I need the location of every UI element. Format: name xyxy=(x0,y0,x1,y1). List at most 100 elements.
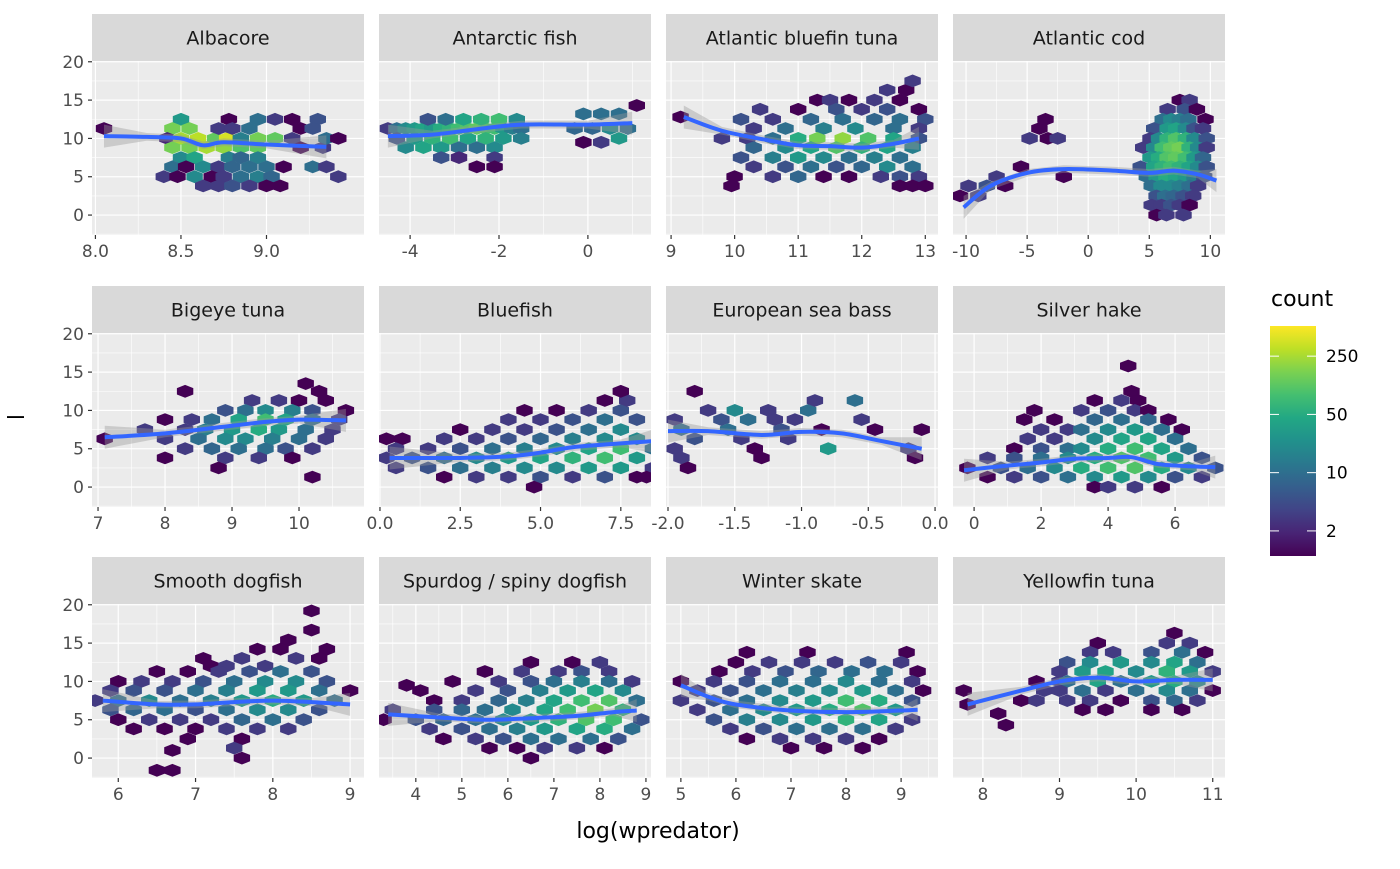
smooth-line xyxy=(962,167,1218,209)
hexbin-cell xyxy=(746,442,763,456)
hexbin-cell xyxy=(591,655,609,669)
smooth-line xyxy=(387,121,633,139)
hexbin-cell xyxy=(156,451,174,465)
hexbin-cell xyxy=(666,442,683,456)
x-tick-label: -0.5 xyxy=(852,514,885,534)
hexbin-cell xyxy=(536,703,553,717)
hexbin-cell xyxy=(243,394,261,407)
hexbin-cell xyxy=(593,135,610,149)
hexbin-cell xyxy=(600,694,618,707)
facet-strip xyxy=(379,557,651,604)
hexbin-cell xyxy=(1166,470,1184,484)
hexbin-cell xyxy=(148,763,166,777)
hexbin-cell xyxy=(1158,684,1175,697)
hexbin-cell xyxy=(453,703,470,717)
hexbin-cell xyxy=(481,722,498,736)
hexbin-cell xyxy=(815,151,832,164)
x-axis-title: log(wpredator) xyxy=(576,819,739,844)
hexbin-cell xyxy=(250,423,267,436)
hexbin-cell xyxy=(164,763,181,777)
hexbin-cell xyxy=(481,741,498,755)
hexbin-cell xyxy=(210,179,227,193)
hexbin-cell xyxy=(141,713,158,727)
hexbin-cell xyxy=(450,151,468,164)
hexbin-cell xyxy=(564,451,581,465)
hexbin-cell xyxy=(318,642,336,656)
hexbin-cell xyxy=(513,665,530,678)
facet-strip-title: Atlantic cod xyxy=(1033,28,1145,50)
hexbin-cell xyxy=(500,470,517,484)
hexbin-cell xyxy=(179,665,196,678)
hexbin-cell xyxy=(522,732,540,746)
hexbin-cell xyxy=(738,713,756,727)
hexbin-cell xyxy=(840,170,858,184)
hexbin-cell xyxy=(623,675,641,688)
hexbin-cell xyxy=(125,722,142,736)
hexbin-cell xyxy=(532,470,549,484)
hexbin-cell xyxy=(250,451,267,465)
hexbin-cell xyxy=(1188,102,1206,116)
hexbin-cell xyxy=(821,93,839,107)
hexbin-cell xyxy=(455,112,472,126)
hexbin-cell xyxy=(1051,665,1068,678)
x-tick-label: 9 xyxy=(345,785,356,805)
x-tick-label: 0.0 xyxy=(922,514,949,534)
hexbin-cell xyxy=(1104,645,1122,659)
hexbin-cell xyxy=(232,151,249,164)
hexbin-cell xyxy=(903,675,921,688)
hexbin-cell xyxy=(840,151,858,164)
hexbin-cell xyxy=(879,160,896,174)
hexbin-cell xyxy=(837,713,855,727)
hexbin-cell xyxy=(450,141,468,154)
hexbin-cell xyxy=(628,694,645,707)
y-tick-label: 5 xyxy=(73,168,84,188)
facet-strip xyxy=(666,557,938,604)
hexbin-cell xyxy=(1193,470,1211,484)
hexbin-cell xyxy=(764,112,781,126)
hexbin-cell xyxy=(532,432,549,446)
hexbin-cell xyxy=(224,160,241,174)
hexbin-cell xyxy=(210,160,227,174)
hexbin-cell xyxy=(1097,665,1114,678)
hexbin-cell xyxy=(311,684,328,697)
x-tick-label: 7 xyxy=(548,785,559,805)
hexbin-cell xyxy=(1166,451,1184,465)
hexbin-cell xyxy=(270,394,288,407)
hexbin-cell xyxy=(536,741,553,755)
hexbin-cell xyxy=(1153,442,1170,456)
smooth-line xyxy=(388,708,637,722)
hexbin-cell xyxy=(904,179,921,193)
hexbin-cell xyxy=(176,384,194,398)
facet-strip xyxy=(953,557,1225,604)
hexbin-cell xyxy=(452,461,469,475)
hexbin-cell xyxy=(1021,132,1038,145)
hexbin-cell xyxy=(866,423,884,436)
hexbin-cell xyxy=(397,141,414,154)
hexbin-cell xyxy=(92,694,104,707)
x-tick-label: 9.0 xyxy=(253,242,280,262)
hexbin-cell xyxy=(1160,413,1177,426)
hexbin-cell xyxy=(280,684,297,697)
hexbin-cell xyxy=(202,713,220,727)
hexbin-cell xyxy=(441,132,459,145)
hexbin-cell xyxy=(840,93,858,107)
hexbin-cell xyxy=(1046,413,1063,426)
hexbin-cell xyxy=(1112,694,1129,707)
hexbin-cell xyxy=(181,122,198,135)
hexbin-cell xyxy=(804,675,822,688)
facet-panel: Spurdog / spiny dogfish 4 5 6 7 8 9 xyxy=(379,557,652,805)
facet-strip xyxy=(92,14,364,61)
x-tick-label: 7 xyxy=(190,785,201,805)
x-tick-label: 5 xyxy=(456,785,467,805)
hexbin-cell xyxy=(264,713,281,727)
hexbin-cell xyxy=(1086,394,1103,407)
hexbin-cell xyxy=(1037,112,1054,126)
hexbin-cell xyxy=(258,160,275,174)
hexbin-cell xyxy=(1173,645,1191,659)
hexbin-cell xyxy=(241,122,258,135)
smooth-line xyxy=(104,417,346,440)
hexbin-cell xyxy=(1140,432,1157,446)
hexbin-cell xyxy=(771,675,789,688)
x-tick-label: 9 xyxy=(641,785,652,805)
x-tick-label: 11 xyxy=(1202,785,1224,805)
